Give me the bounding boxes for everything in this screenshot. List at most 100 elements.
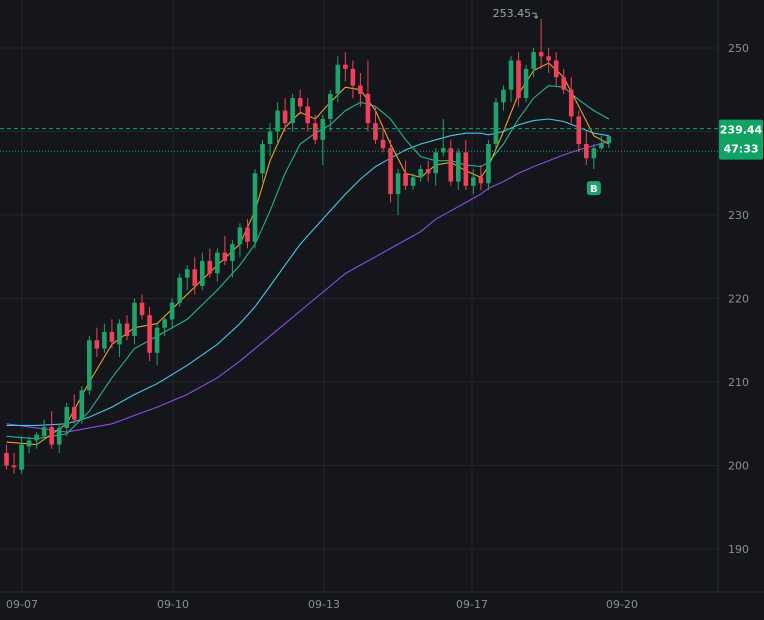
candle-body [305, 106, 310, 124]
candle [87, 336, 92, 395]
candle [132, 298, 137, 345]
price-guide-lines [0, 128, 718, 152]
candle-body [4, 452, 9, 466]
candle-body [606, 136, 612, 144]
y-tick-label: 210 [728, 376, 749, 389]
candle [501, 85, 506, 111]
candle [192, 256, 198, 295]
candle-body [49, 427, 54, 445]
candle [516, 52, 521, 107]
y-tick-label: 200 [728, 460, 749, 473]
candle-body [538, 52, 544, 57]
candle-body [169, 302, 175, 320]
candle-body [275, 110, 280, 132]
candle-body [94, 340, 100, 349]
candle [478, 164, 484, 190]
candle-body [471, 177, 476, 186]
candle-body [34, 434, 39, 441]
candle-body [154, 327, 160, 353]
y-tick-label: 230 [728, 209, 749, 222]
candles-layer [4, 18, 612, 474]
candle [425, 160, 431, 182]
candle-body [177, 277, 182, 303]
candle [538, 18, 544, 69]
candle [94, 327, 100, 357]
candle [599, 135, 604, 150]
buy-signal-marker[interactable]: B [586, 181, 601, 196]
candle [19, 436, 24, 474]
candle [305, 98, 310, 132]
candle-body [388, 148, 393, 195]
candle [373, 106, 378, 145]
candle-body [147, 315, 152, 353]
candle [493, 98, 499, 149]
candle [358, 73, 363, 107]
grid-lines [0, 0, 764, 593]
candle-body [358, 85, 363, 94]
candle-body [576, 116, 582, 145]
candle [215, 248, 220, 282]
candle-body [132, 302, 137, 337]
candle [380, 127, 386, 153]
candle [79, 386, 85, 424]
candle [312, 114, 318, 145]
candle-body [282, 110, 288, 124]
candle [71, 394, 77, 424]
candle-body [124, 323, 130, 337]
candle [252, 169, 258, 249]
candle [463, 139, 469, 190]
candle [546, 48, 551, 74]
candle [4, 444, 9, 470]
peak-marker: 253.45 [493, 7, 539, 20]
candle [561, 68, 567, 94]
candle [591, 144, 597, 170]
candle-body [192, 269, 198, 286]
price-axis-panel[interactable] [718, 0, 764, 620]
candle [169, 298, 175, 328]
candle-body [395, 173, 401, 195]
time-axis: 09-07 09-10 09-13 09-17 09-20 [6, 598, 638, 611]
candle [350, 60, 356, 99]
candle-body [230, 244, 235, 261]
candle-body [448, 148, 454, 182]
candle-body [267, 131, 273, 145]
candle [320, 114, 326, 165]
candle-countdown: 47:33 [723, 143, 758, 156]
x-tick-label: 09-07 [6, 598, 38, 611]
candle-body [117, 323, 122, 345]
candle [64, 402, 70, 437]
candle [237, 223, 243, 257]
candle [297, 89, 303, 115]
candle-body [403, 173, 408, 186]
peak-price-label: 253.45 [493, 7, 532, 20]
candle-body [252, 173, 258, 242]
peak-arrow-icon [532, 12, 539, 19]
candle [26, 436, 32, 453]
candle-body [87, 340, 92, 391]
candle [486, 139, 491, 190]
candle-body [568, 89, 574, 117]
candle-body [184, 269, 190, 278]
candle-body [139, 302, 145, 316]
buy-signal-badge[interactable] [586, 181, 601, 196]
candle-body [599, 143, 604, 149]
candle-body [440, 148, 446, 153]
candle [471, 169, 476, 195]
candle-body [320, 118, 326, 140]
candle [365, 60, 371, 132]
candle-body [71, 407, 77, 420]
candle-body [553, 60, 559, 78]
ma-long-line [6, 140, 610, 433]
candle [523, 64, 529, 103]
candle [184, 265, 190, 291]
candle-body [350, 68, 356, 86]
candle-body [531, 52, 536, 69]
candle [177, 273, 182, 307]
candle-body [19, 444, 24, 470]
candle [433, 148, 439, 186]
candle [207, 248, 213, 278]
candle-body [162, 319, 167, 328]
candle-body [516, 60, 521, 99]
